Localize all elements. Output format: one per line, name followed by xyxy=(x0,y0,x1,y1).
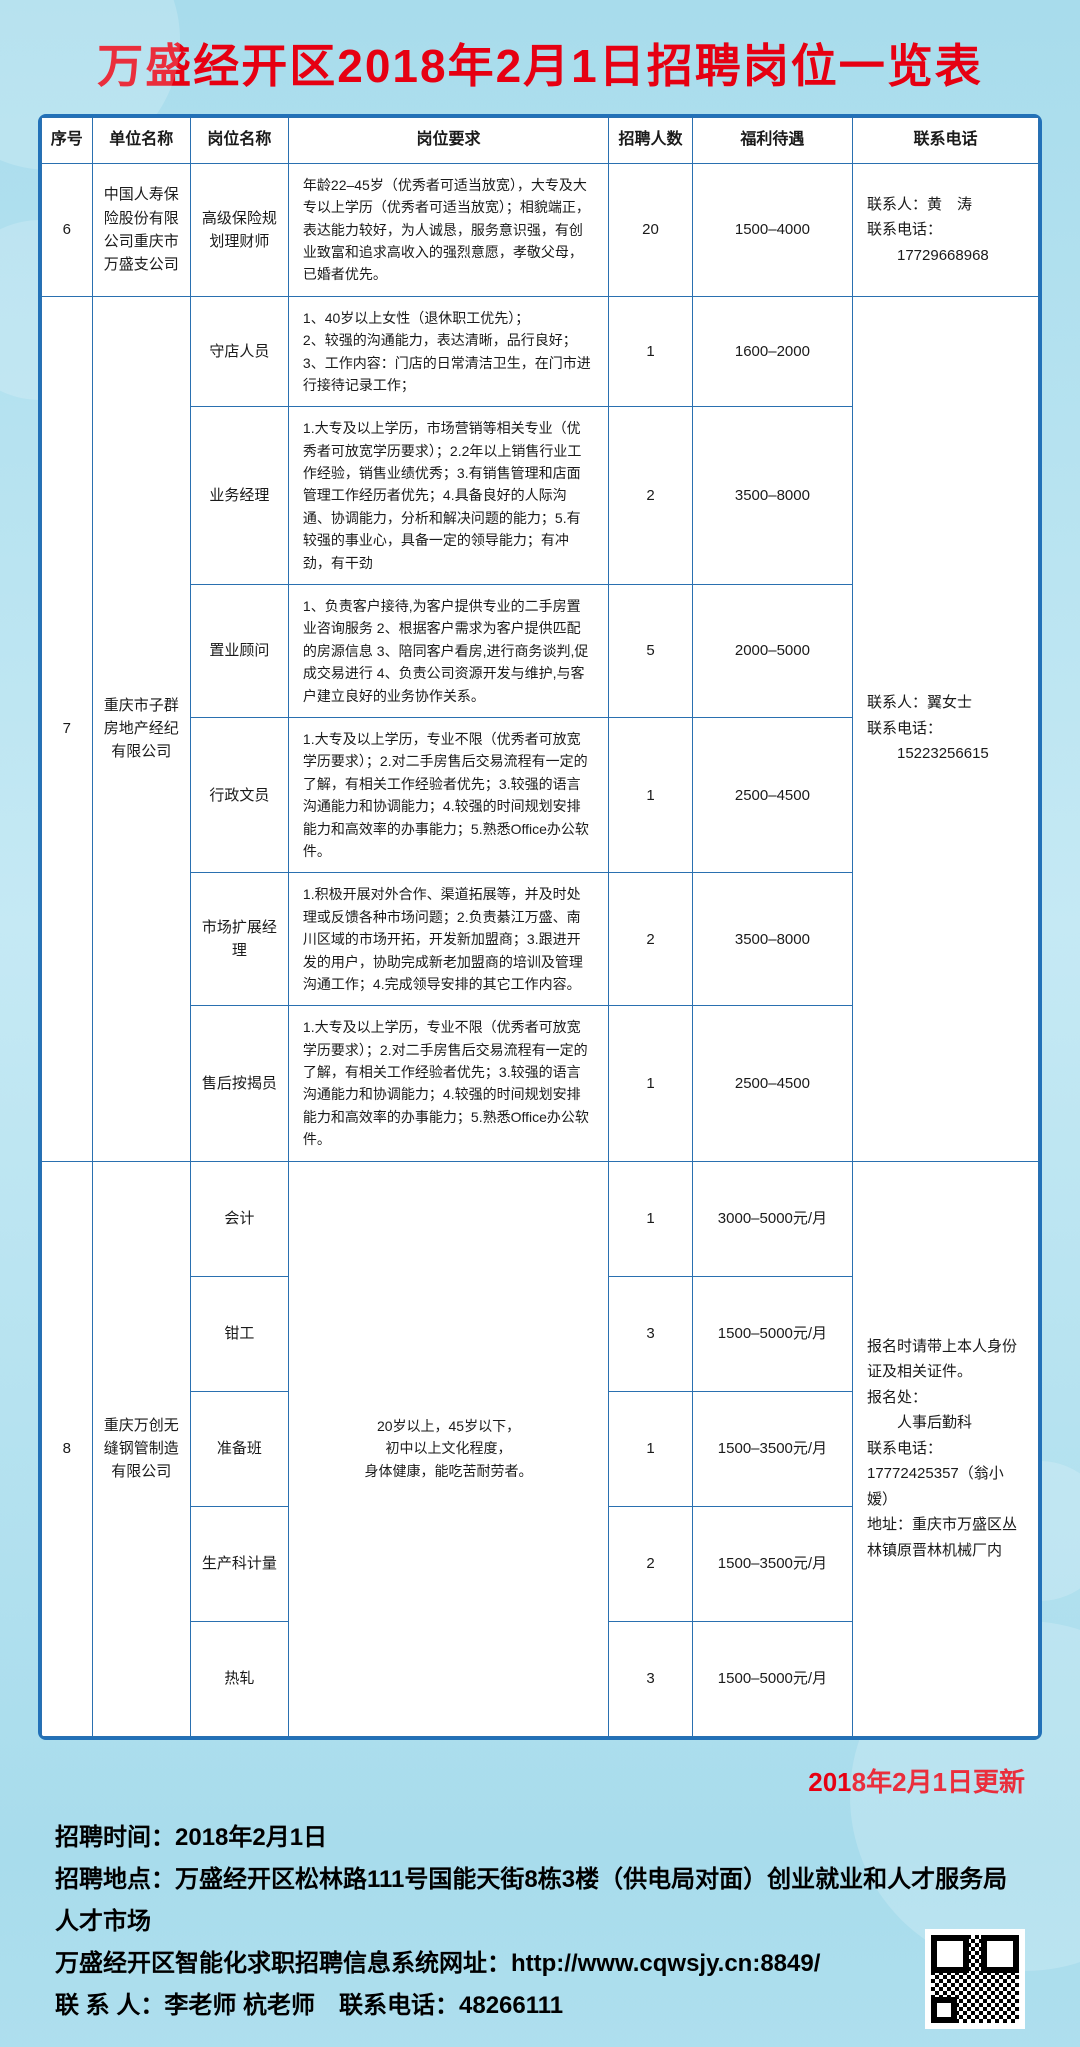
th-num: 序号 xyxy=(42,118,93,164)
cell-cnt: 1 xyxy=(609,1006,693,1161)
footer-line-url: 万盛经开区智能化求职招聘信息系统网址：http://www.cqwsjy.cn:… xyxy=(55,1943,1025,1985)
cell-pos: 售后按揭员 xyxy=(190,1006,288,1161)
table-row: 6中国人寿保险股份有限公司重庆市万盛支公司高级保险规划理财师年龄22–45岁（优… xyxy=(42,163,1039,296)
cell-req: 1、负责客户接待,为客户提供专业的二手房置业咨询服务 2、根据客户需求为客户提供… xyxy=(288,585,608,718)
job-table: 序号 单位名称 岗位名称 岗位要求 招聘人数 福利待遇 联系电话 6中国人寿保险… xyxy=(41,117,1039,1737)
cell-unit: 中国人寿保险股份有限公司重庆市万盛支公司 xyxy=(92,163,190,296)
qr-code-icon xyxy=(925,1929,1025,2029)
cell-cnt: 3 xyxy=(609,1621,693,1736)
cell-sal: 3500–8000 xyxy=(692,873,852,1006)
cell-sal: 1600–2000 xyxy=(692,296,852,407)
th-cnt: 招聘人数 xyxy=(609,118,693,164)
cell-req: 1.积极开展对外合作、渠道拓展等，并及时处理或反馈各种市场问题；2.负责綦江万盛… xyxy=(288,873,608,1006)
cell-cnt: 5 xyxy=(609,585,693,718)
cell-sal: 2500–4500 xyxy=(692,718,852,873)
cell-cnt: 2 xyxy=(609,1506,693,1621)
cell-sal: 2000–5000 xyxy=(692,585,852,718)
cell-pos: 会计 xyxy=(190,1161,288,1276)
cell-sal: 1500–4000 xyxy=(692,163,852,296)
cell-pos: 准备班 xyxy=(190,1391,288,1506)
footer-line-time: 招聘时间：2018年2月1日 xyxy=(55,1817,1025,1859)
cell-num: 8 xyxy=(42,1161,93,1736)
cell-contact: 报名时请带上本人身份证及相关证件。报名处： 人事后勤科联系电话：17772425… xyxy=(852,1161,1038,1736)
cell-cnt: 20 xyxy=(609,163,693,296)
cell-req: 1.大专及以上学历，市场营销等相关专业（优秀者可放宽学历要求）；2.2年以上销售… xyxy=(288,407,608,585)
cell-pos: 市场扩展经理 xyxy=(190,873,288,1006)
cell-cnt: 1 xyxy=(609,296,693,407)
cell-cnt: 3 xyxy=(609,1276,693,1391)
cell-req: 1、40岁以上女性（退休职工优先）；2、较强的沟通能力，表达清晰，品行良好；3、… xyxy=(288,296,608,407)
cell-pos: 生产科计量 xyxy=(190,1506,288,1621)
cell-unit: 重庆市子群房地产经纪有限公司 xyxy=(92,296,190,1161)
cell-sal: 3000–5000元/月 xyxy=(692,1161,852,1276)
cell-sal: 1500–3500元/月 xyxy=(692,1506,852,1621)
table-row: 8重庆万创无缝钢管制造有限公司会计20岁以上，45岁以下，初中以上文化程度，身体… xyxy=(42,1161,1039,1276)
cell-sal: 1500–5000元/月 xyxy=(692,1621,852,1736)
cell-sal: 1500–5000元/月 xyxy=(692,1276,852,1391)
cell-pos: 钳工 xyxy=(190,1276,288,1391)
cell-sal: 2500–4500 xyxy=(692,1006,852,1161)
cell-req: 1.大专及以上学历，专业不限（优秀者可放宽学历要求）；2.对二手房售后交易流程有… xyxy=(288,718,608,873)
th-pos: 岗位名称 xyxy=(190,118,288,164)
th-sal: 福利待遇 xyxy=(692,118,852,164)
th-unit: 单位名称 xyxy=(92,118,190,164)
cell-req: 年龄22–45岁（优秀者可适当放宽），大专及大专以上学历（优秀者可适当放宽）；相… xyxy=(288,163,608,296)
cell-req: 1.大专及以上学历，专业不限（优秀者可放宽学历要求）；2.对二手房售后交易流程有… xyxy=(288,1006,608,1161)
th-req: 岗位要求 xyxy=(288,118,608,164)
cell-contact: 联系人：翼女士联系电话： 15223256615 xyxy=(852,296,1038,1161)
th-phone: 联系电话 xyxy=(852,118,1038,164)
footer-line-contact: 联 系 人：李老师 杭老师 联系电话：48266111 xyxy=(55,1985,1025,2027)
cell-cnt: 2 xyxy=(609,873,693,1006)
cell-pos: 行政文员 xyxy=(190,718,288,873)
cell-num: 7 xyxy=(42,296,93,1161)
cell-cnt: 2 xyxy=(609,407,693,585)
cell-cnt: 1 xyxy=(609,718,693,873)
cell-req: 20岁以上，45岁以下，初中以上文化程度，身体健康，能吃苦耐劳者。 xyxy=(288,1161,608,1736)
cell-sal: 3500–8000 xyxy=(692,407,852,585)
cell-num: 6 xyxy=(42,163,93,296)
cell-pos: 热轧 xyxy=(190,1621,288,1736)
cell-unit: 重庆万创无缝钢管制造有限公司 xyxy=(92,1161,190,1736)
cell-pos: 高级保险规划理财师 xyxy=(190,163,288,296)
cell-sal: 1500–3500元/月 xyxy=(692,1391,852,1506)
footer-line-addr: 招聘地点：万盛经开区松林路111号国能天街8栋3楼（供电局对面）创业就业和人才服… xyxy=(55,1859,1025,1943)
cell-contact: 联系人：黄 涛联系电话： 17729668968 xyxy=(852,163,1038,296)
footer: 招聘时间：2018年2月1日 招聘地点：万盛经开区松林路111号国能天街8栋3楼… xyxy=(0,1811,1080,2047)
cell-cnt: 1 xyxy=(609,1161,693,1276)
table-row: 7重庆市子群房地产经纪有限公司守店人员1、40岁以上女性（退休职工优先）；2、较… xyxy=(42,296,1039,407)
cell-pos: 置业顾问 xyxy=(190,585,288,718)
table-card: 序号 单位名称 岗位名称 岗位要求 招聘人数 福利待遇 联系电话 6中国人寿保险… xyxy=(38,114,1042,1740)
cell-pos: 业务经理 xyxy=(190,407,288,585)
cell-pos: 守店人员 xyxy=(190,296,288,407)
cell-cnt: 1 xyxy=(609,1391,693,1506)
table-header-row: 序号 单位名称 岗位名称 岗位要求 招聘人数 福利待遇 联系电话 xyxy=(42,118,1039,164)
